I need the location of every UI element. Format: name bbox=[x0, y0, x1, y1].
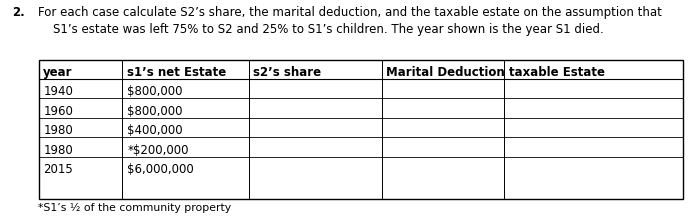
Text: $400,000: $400,000 bbox=[127, 124, 183, 137]
Text: year: year bbox=[43, 66, 73, 79]
Text: For each case calculate S2’s share, the marital deduction, and the taxable estat: For each case calculate S2’s share, the … bbox=[38, 6, 662, 37]
Text: Marital Deduction: Marital Deduction bbox=[386, 66, 505, 79]
Text: $6,000,000: $6,000,000 bbox=[127, 163, 194, 176]
Text: *$200,000: *$200,000 bbox=[127, 144, 189, 157]
Text: 1980: 1980 bbox=[43, 144, 74, 157]
Text: 2.: 2. bbox=[13, 6, 25, 19]
Text: $800,000: $800,000 bbox=[127, 105, 183, 118]
Text: 1980: 1980 bbox=[43, 124, 74, 137]
Text: s1’s net Estate: s1’s net Estate bbox=[127, 66, 227, 79]
Text: 2015: 2015 bbox=[43, 163, 74, 176]
Text: taxable Estate: taxable Estate bbox=[509, 66, 605, 79]
Text: 1960: 1960 bbox=[43, 105, 74, 118]
Text: $800,000: $800,000 bbox=[127, 85, 183, 98]
Text: 1940: 1940 bbox=[43, 85, 74, 98]
Text: s2’s share: s2’s share bbox=[253, 66, 321, 79]
Bar bbox=[38, 60, 682, 199]
Text: *S1’s ½ of the community property: *S1’s ½ of the community property bbox=[38, 203, 232, 213]
